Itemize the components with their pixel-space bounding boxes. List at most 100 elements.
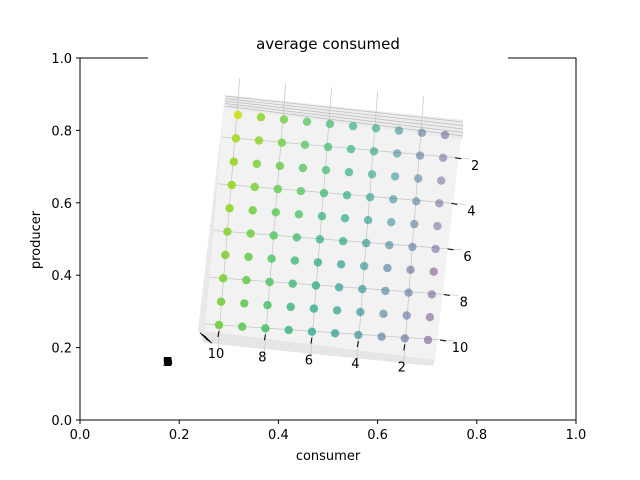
scatter-point <box>369 147 379 156</box>
scatter-point <box>440 130 450 140</box>
x3d-tick-label: 4 <box>351 357 359 372</box>
scatter-point <box>273 184 282 194</box>
scatter-point <box>256 113 266 122</box>
3d-bottom-pane <box>198 330 435 366</box>
scatter-point <box>231 134 241 143</box>
scatter-point <box>414 174 423 183</box>
scatter-point <box>267 254 276 263</box>
scatter-point <box>371 124 381 133</box>
y-tick-label: 0.8 <box>51 124 72 139</box>
z-tick-mark <box>199 332 207 338</box>
scatter-point <box>321 165 331 175</box>
y3d-tick-label: 10 <box>452 341 469 356</box>
scatter-point <box>219 274 228 283</box>
scatter-point <box>346 144 356 154</box>
y3d-tick-label: 4 <box>467 204 475 219</box>
grid-line <box>213 230 463 251</box>
scatter-point <box>330 329 340 338</box>
scatter-point <box>284 325 293 335</box>
scatter-point <box>423 335 433 345</box>
x3d-tick-label: 6 <box>305 354 313 369</box>
scatter-point <box>323 142 333 152</box>
y-axis-label: producer <box>29 210 44 269</box>
y3d-tick-label: 6 <box>463 250 471 265</box>
scatter-point <box>317 212 327 221</box>
scatter-point <box>242 275 251 285</box>
scatter-point <box>400 334 409 343</box>
grid-line <box>403 96 424 365</box>
x3d-tick-mark <box>403 344 406 351</box>
scatter-point <box>311 281 321 290</box>
grid-line <box>224 105 464 137</box>
scatter-point <box>381 286 390 296</box>
scatter-point <box>263 300 272 310</box>
scatter-point <box>408 242 417 252</box>
3d-pane <box>198 78 470 366</box>
scatter-point <box>286 302 295 312</box>
y3d-tick-mark <box>443 293 450 296</box>
scatter-point <box>309 304 319 313</box>
x3d-tick-mark <box>356 340 359 348</box>
x-tick-label: 0.8 <box>466 428 487 443</box>
scatter-point <box>313 258 323 267</box>
scatter-point <box>246 229 255 238</box>
scatter-point <box>377 332 386 341</box>
scatter-point <box>275 161 285 171</box>
scatter-points <box>214 110 450 345</box>
scatter-point <box>383 263 392 273</box>
scatter-point <box>269 231 278 240</box>
scatter-point <box>404 288 413 297</box>
grid-line <box>224 95 464 123</box>
x-tick-label: 0.0 <box>70 428 91 443</box>
scatter-point <box>227 180 236 190</box>
scatter-point <box>254 136 264 145</box>
grid-line <box>224 98 464 126</box>
y-tick-label: 0.0 <box>51 414 72 429</box>
z-tick-labels-overlap: 0.50 0.75 1.00 1.25 <box>162 355 172 369</box>
scatter-point <box>279 115 289 124</box>
x3d-tick-label: 10 <box>208 347 225 362</box>
scatter-point <box>250 182 259 192</box>
z-tick-mark <box>203 336 211 342</box>
x-tick-label: 0.2 <box>169 428 190 443</box>
x3d-tick-mark <box>310 337 313 344</box>
chart-title: average consumed <box>256 35 400 53</box>
scatter-point <box>244 252 253 262</box>
scatter-point <box>332 306 342 315</box>
scatter-point <box>325 119 335 129</box>
3d-back-pane <box>198 95 463 360</box>
x-tick-label: 1.0 <box>566 428 587 443</box>
scatter-point <box>435 199 444 208</box>
grid-line <box>205 323 455 342</box>
scatter-point <box>290 256 299 265</box>
scatter-point <box>354 330 363 340</box>
y3d-tick-mark <box>455 157 462 160</box>
inner-3d-ticks: 10 8 6 4 2 2 4 6 8 10 <box>199 157 479 375</box>
x-tick-label: 0.6 <box>367 428 388 443</box>
scatter-point <box>356 307 365 317</box>
scatter-point <box>390 172 400 181</box>
scatter-point <box>261 324 270 333</box>
scatter-point <box>389 195 398 204</box>
scatter-point <box>296 186 306 196</box>
scatter-point <box>363 216 373 225</box>
scatter-point <box>425 313 435 322</box>
scatter-point <box>348 121 358 131</box>
y-tick-label: 0.6 <box>51 197 72 212</box>
scatter-point <box>429 267 438 276</box>
scatter-point <box>365 193 375 202</box>
scatter-point <box>302 117 312 126</box>
3d-grid <box>205 78 470 365</box>
z-tick-mark <box>205 338 213 344</box>
scatter-point <box>379 309 388 318</box>
scatter-point <box>427 290 436 299</box>
scatter-point <box>417 128 427 137</box>
y3d-tick-label: 8 <box>460 295 468 310</box>
scatter-point <box>252 159 261 168</box>
y3d-tick-label: 2 <box>471 159 479 174</box>
y-tick-label: 1.0 <box>51 52 72 67</box>
3d-left-pane <box>198 95 225 343</box>
grid-line <box>217 183 466 205</box>
outer-ticks: 0.0 0.2 0.4 0.6 0.8 1.0 0.0 0.2 0.4 0.6 0.8 1.0 <box>51 52 586 443</box>
